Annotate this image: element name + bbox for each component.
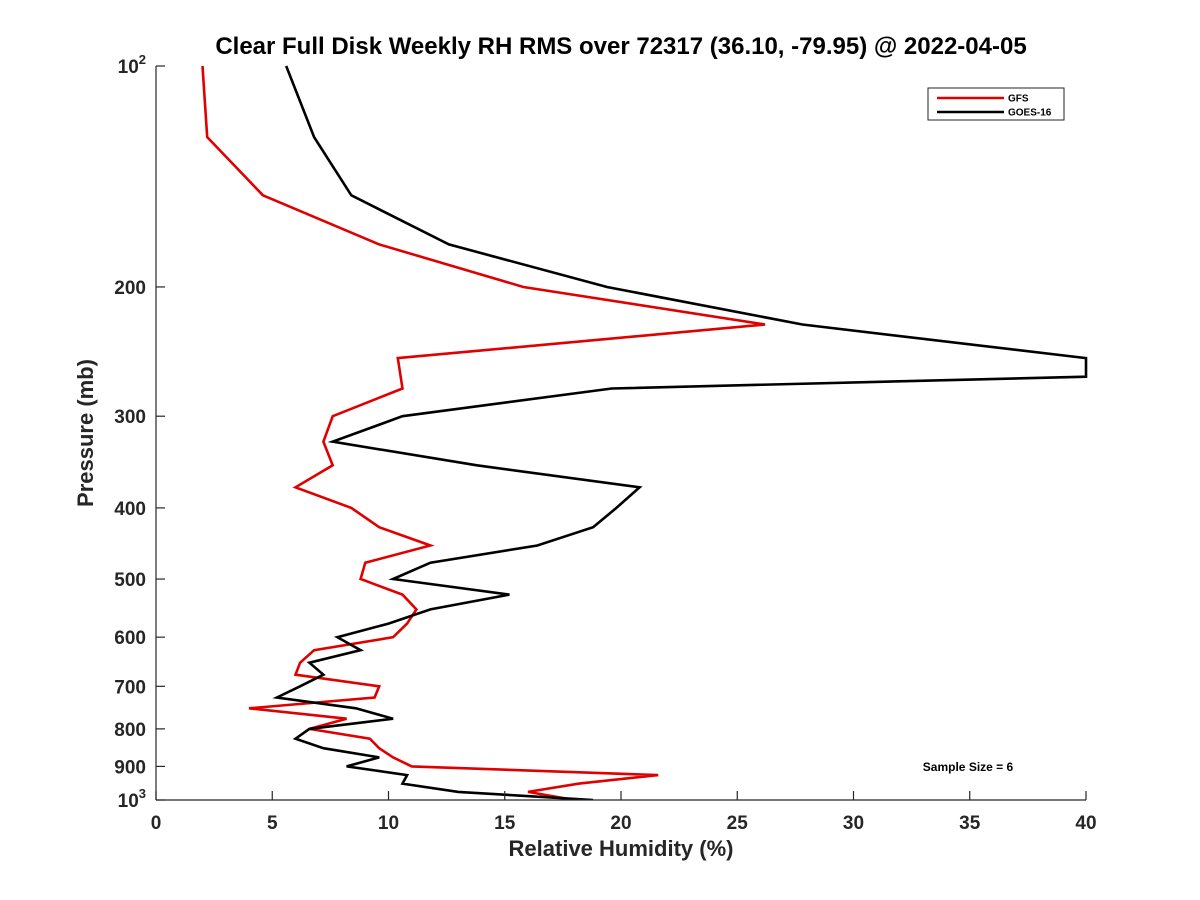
sample-size-annotation: Sample Size = 6 <box>923 760 1014 774</box>
x-ticks: 0 5 10 15 20 25 30 35 40 <box>151 791 1097 834</box>
y-tick-label: 400 <box>114 499 146 520</box>
y-tick-label: 103 <box>118 786 146 812</box>
legend: GFS GOES-16 <box>927 87 1065 121</box>
legend-label: GFS <box>1008 94 1029 105</box>
y-tick-label: 700 <box>114 677 146 698</box>
y-tick-label: 102 <box>118 52 146 78</box>
series-layer <box>201 65 1088 800</box>
x-tick-label: 35 <box>959 813 981 834</box>
x-tick-label: 10 <box>378 813 399 834</box>
y-tick-label: 800 <box>114 720 146 741</box>
y-tick-label: 500 <box>114 570 146 591</box>
legend-items: GFS GOES-16 <box>937 94 1052 119</box>
x-axis-label: Relative Humidity (%) <box>509 836 734 861</box>
legend-box <box>927 87 1065 121</box>
y-ticks: 102 200 300 400 500 600 700 800 900 103 <box>114 52 165 812</box>
series-line-gfs <box>201 65 766 800</box>
y-axis-label: Pressure (mb) <box>73 359 98 507</box>
x-tick-label: 5 <box>267 813 278 834</box>
y-tick-label: 600 <box>114 628 146 649</box>
x-tick-label: 20 <box>610 813 631 834</box>
plot-area: 0 5 10 15 20 25 30 35 40 102 200 300 400 500 600 700 80… <box>114 52 1097 834</box>
y-tick-label: 300 <box>114 407 146 428</box>
y-tick-label: 200 <box>114 278 146 299</box>
x-tick-label: 15 <box>494 813 516 834</box>
series-line-goes-16 <box>272 65 1088 800</box>
x-tick-label: 25 <box>727 813 749 834</box>
x-tick-label: 30 <box>843 813 864 834</box>
legend-label: GOES-16 <box>1008 108 1052 119</box>
y-tick-label: 900 <box>114 757 146 778</box>
x-tick-label: 0 <box>151 813 162 834</box>
x-tick-label: 40 <box>1075 813 1096 834</box>
chart-title: Clear Full Disk Weekly RH RMS over 72317… <box>215 33 1026 60</box>
